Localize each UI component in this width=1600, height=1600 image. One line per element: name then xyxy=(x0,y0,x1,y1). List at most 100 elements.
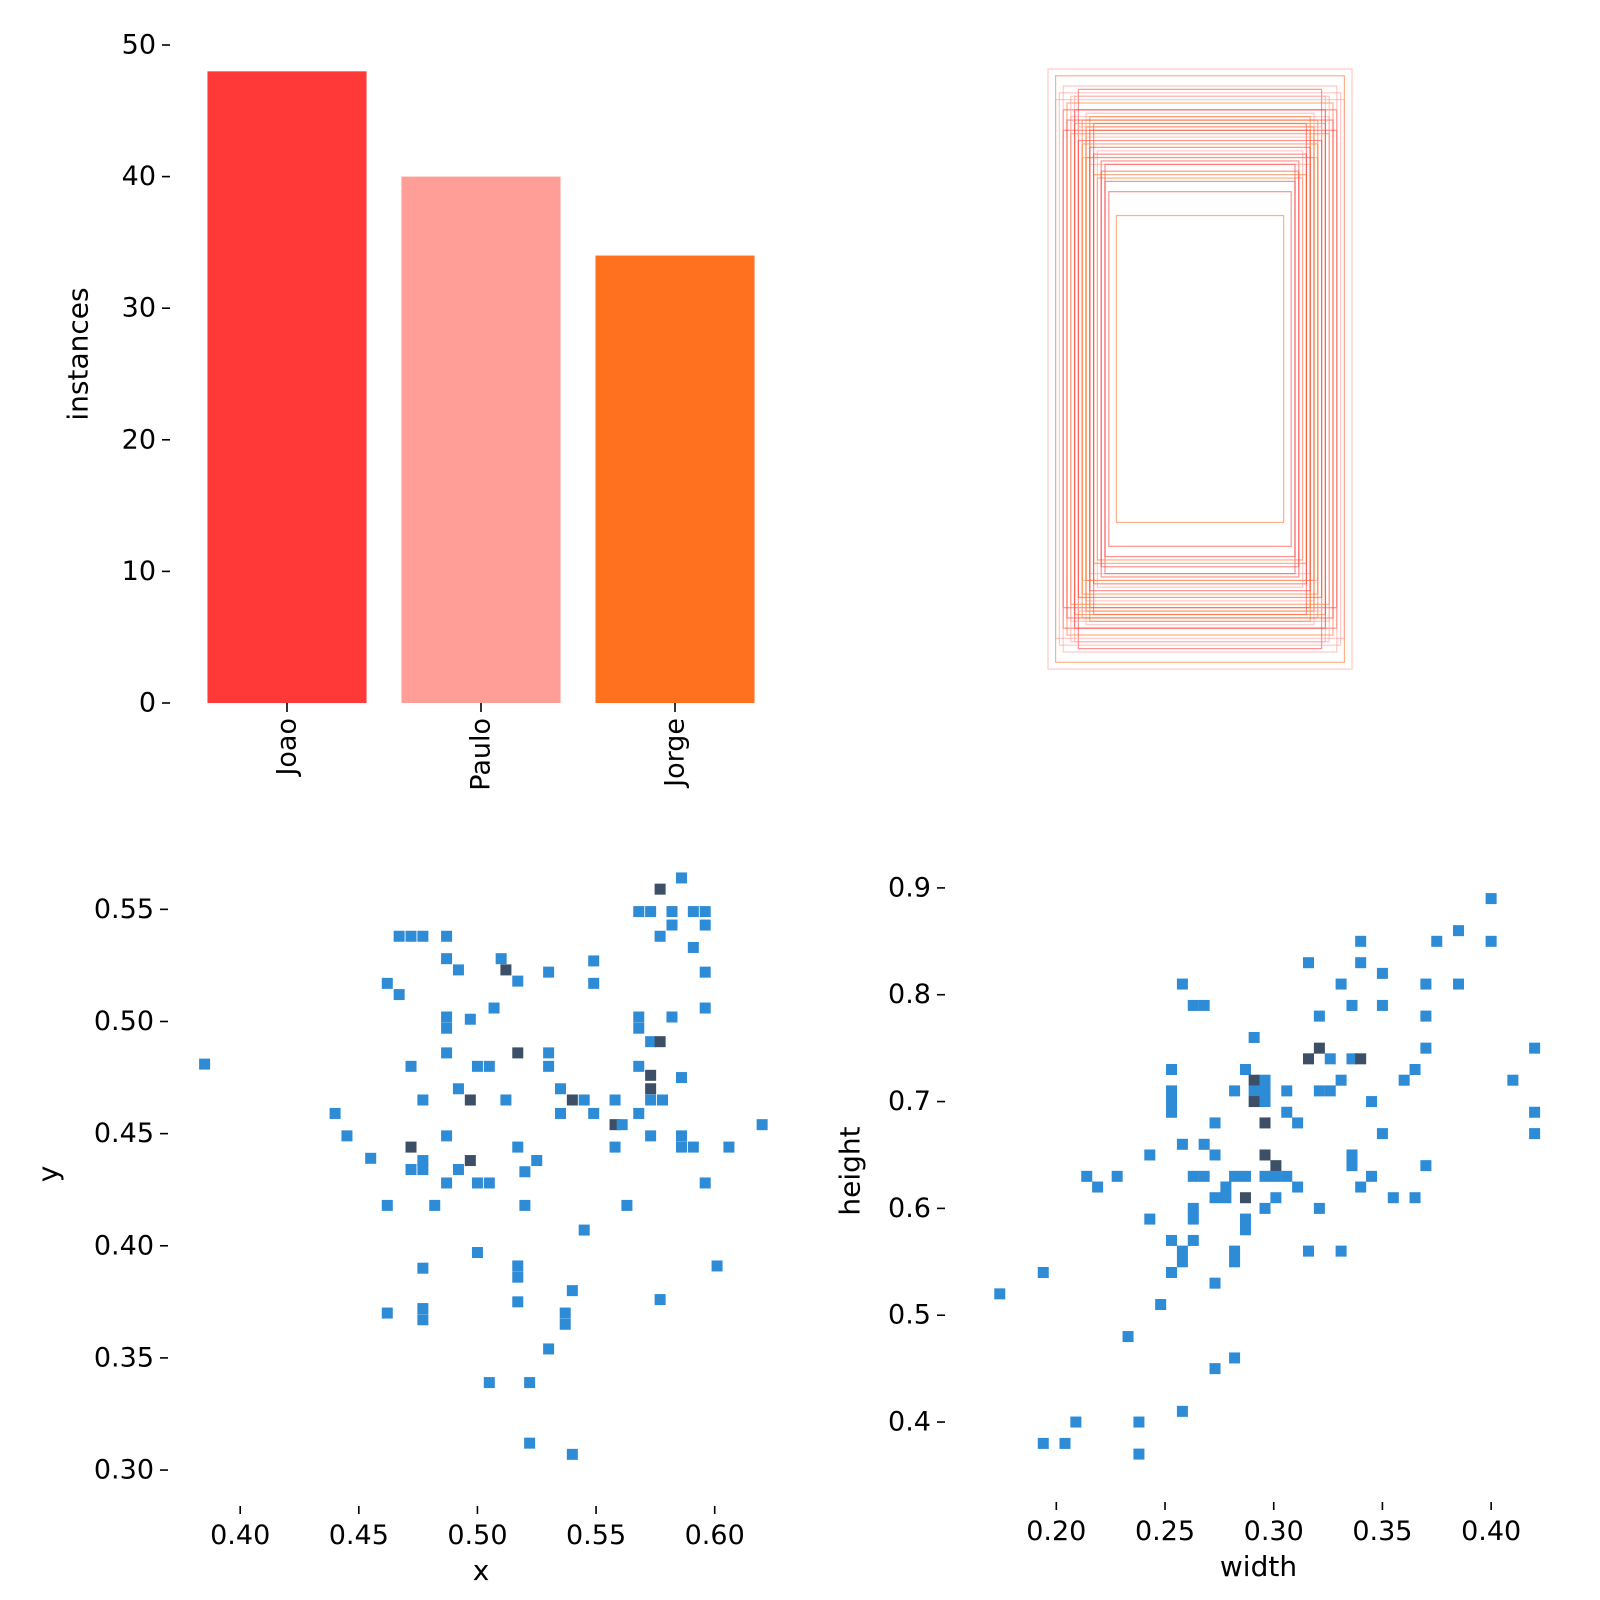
histogram-cell xyxy=(1122,1331,1134,1343)
histogram-cell xyxy=(687,906,699,918)
bounding-box xyxy=(1100,160,1300,578)
histogram-cell xyxy=(1346,999,1358,1011)
bounding-box xyxy=(1058,92,1342,646)
histogram-cell xyxy=(464,1094,476,1106)
histogram-cell xyxy=(1281,1170,1293,1182)
histogram-cell xyxy=(417,1303,429,1315)
histogram-cell xyxy=(441,930,453,942)
histogram-cell xyxy=(559,1307,571,1319)
bounding-box xyxy=(1092,153,1307,585)
histogram-cell xyxy=(1529,1128,1541,1140)
histogram-cell xyxy=(1229,1352,1241,1364)
histogram-cell xyxy=(1409,1192,1421,1204)
bounding-box xyxy=(1085,136,1315,602)
histogram-cell xyxy=(633,1022,645,1034)
bounding-box xyxy=(1073,109,1326,629)
histogram-cell xyxy=(633,1011,645,1023)
histogram-cell xyxy=(711,1260,723,1272)
instances-bar-chart: Joao Paulo Jorge 0 10 20 30 40 50 instances xyxy=(62,30,755,791)
histogram-cell xyxy=(543,1060,555,1072)
histogram-cell xyxy=(483,1377,495,1389)
histogram-cell xyxy=(1313,1202,1325,1214)
y-tick-label: 40 xyxy=(122,161,156,192)
histogram-cell xyxy=(675,1072,687,1084)
histogram-cell xyxy=(1485,893,1497,905)
histogram-cell xyxy=(1355,957,1367,969)
histogram-cell xyxy=(519,1166,531,1178)
y-tick-label: 0 xyxy=(139,688,156,719)
histogram-cell xyxy=(1166,1096,1178,1108)
bounding-box xyxy=(1089,129,1311,609)
histogram-cell xyxy=(1229,1245,1241,1257)
histogram-cell xyxy=(393,930,405,942)
histogram-cell xyxy=(1346,1160,1358,1172)
histogram-cell xyxy=(1387,1192,1399,1204)
histogram-cell xyxy=(1176,1245,1188,1257)
histogram-cell xyxy=(417,1164,429,1176)
histogram-cell xyxy=(633,1060,645,1072)
histogram-cell xyxy=(1366,1096,1378,1108)
y-tick-label: 10 xyxy=(122,556,156,587)
histogram-cell xyxy=(675,1130,687,1142)
histogram-cell xyxy=(1187,1202,1199,1214)
bounding-box xyxy=(1092,174,1307,564)
histogram-cell xyxy=(471,1247,483,1258)
histogram-cell xyxy=(645,1130,657,1142)
bounding-box xyxy=(1070,133,1330,605)
x-tick-label: 0.45 xyxy=(329,1520,389,1551)
histogram-cell xyxy=(393,989,405,1001)
histogram-cell xyxy=(1398,1074,1410,1086)
histogram-cell xyxy=(666,919,678,931)
histogram-cell xyxy=(1313,1085,1325,1097)
y-tick-label: 0.40 xyxy=(94,1230,154,1261)
histogram-cell xyxy=(1176,1138,1188,1150)
histogram-cell xyxy=(609,1094,621,1106)
histogram-cell xyxy=(199,1058,211,1070)
histogram-cell xyxy=(483,1060,495,1072)
histogram-cell xyxy=(554,1107,566,1119)
histogram-cell xyxy=(1281,1085,1293,1097)
histogram-cell xyxy=(994,1288,1006,1300)
histogram-cell xyxy=(1133,1416,1145,1428)
bounding-box xyxy=(1062,129,1338,609)
histogram-cell xyxy=(1166,1266,1178,1278)
x-tick-label: 0.40 xyxy=(210,1520,270,1551)
histogram-cell xyxy=(1355,935,1367,947)
histogram-cell xyxy=(441,1130,453,1142)
histogram-cell xyxy=(578,1094,590,1106)
histogram-cell xyxy=(405,1164,417,1176)
histogram-cell xyxy=(1259,1149,1271,1161)
histogram-cell xyxy=(1420,1042,1432,1054)
histogram-cell xyxy=(654,1036,666,1048)
histogram-cell xyxy=(405,930,417,942)
histogram-cell xyxy=(559,1318,571,1330)
histogram-cell xyxy=(699,1177,711,1189)
histogram-cell xyxy=(329,1107,341,1119)
x-axis-label: width xyxy=(1220,1550,1297,1583)
histogram-cell xyxy=(1059,1437,1071,1449)
bounding-box xyxy=(1085,126,1315,612)
histogram-cell xyxy=(578,1224,590,1236)
bounding-box xyxy=(1104,180,1296,558)
histogram-cell xyxy=(1239,1192,1251,1204)
histogram-cell xyxy=(1176,978,1188,990)
histogram-cell xyxy=(531,1155,543,1167)
histogram-cell xyxy=(1366,1170,1378,1182)
histogram-cell xyxy=(441,953,453,965)
histogram-cell xyxy=(675,872,687,884)
histogram-cell xyxy=(512,1260,524,1272)
histogram-cell xyxy=(1324,1085,1336,1097)
histogram-cell xyxy=(464,1155,476,1167)
x-tick-label: Joao xyxy=(272,718,303,778)
y-tick-label: 0.45 xyxy=(94,1118,154,1149)
histogram-cell xyxy=(654,930,666,942)
histogram-cell xyxy=(488,1002,500,1014)
histogram-cell xyxy=(588,955,600,967)
histogram-cell xyxy=(566,1448,578,1460)
histogram-cell xyxy=(543,1343,555,1355)
histogram-cell xyxy=(1081,1170,1093,1182)
histogram-cell xyxy=(1259,1096,1271,1108)
bounding-box xyxy=(1115,214,1285,524)
histogram-cell xyxy=(524,1437,536,1449)
